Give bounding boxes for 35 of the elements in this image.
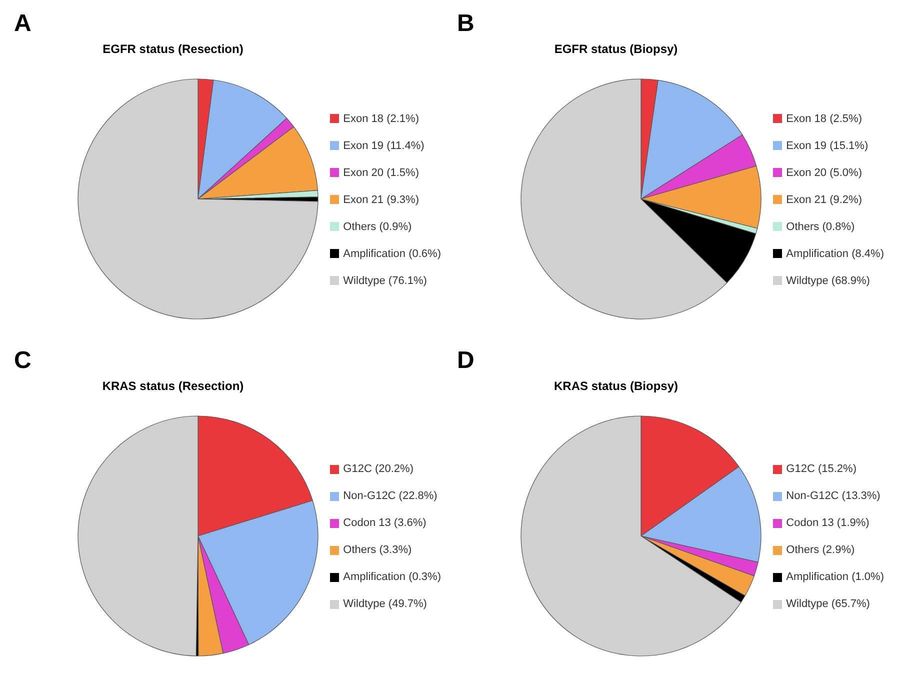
legend-label: Wildtype (49.7%)	[343, 598, 427, 610]
legend-label: G12C (15.2%)	[786, 463, 856, 475]
legend-label: G12C (20.2%)	[343, 463, 414, 475]
legend-label: Codon 13 (3.6%)	[343, 517, 426, 529]
legend-label: Wildtype (68.9%)	[786, 274, 870, 286]
legend-label: Exon 21 (9.3%)	[343, 194, 419, 206]
legend-label: Exon 18 (2.5%)	[786, 112, 862, 124]
chart-title: EGFR status (Resection)	[102, 42, 244, 56]
text: D	[457, 347, 474, 375]
legend-label: Others (2.9%)	[786, 544, 855, 556]
pie-slice	[78, 78, 318, 320]
legend-label: Amplification (0.3%)	[343, 571, 441, 583]
legend-label: Wildtype (76.1%)	[343, 274, 427, 286]
legend-label: Exon 20 (1.5%)	[343, 166, 419, 178]
text: B	[457, 10, 474, 38]
chart-title: EGFR status (Biopsy)	[553, 42, 679, 56]
legend-label: Amplification (1.0%)	[786, 571, 884, 583]
legend-label: Non-G12C (22.8%)	[343, 490, 438, 502]
legend-label: Exon 21 (9.2%)	[786, 194, 862, 206]
legend-label: Exon 20 (5.0%)	[786, 166, 862, 178]
legend-label: Exon 19 (11.4%)	[343, 140, 424, 152]
legend-label: Amplification (0.6%)	[343, 248, 441, 260]
legend-label: Others (0.9%)	[343, 220, 412, 232]
legend-label: Others (0.8%)	[786, 220, 855, 232]
legend-label: Exon 19 (15.1%)	[786, 140, 868, 152]
text: C	[14, 347, 32, 375]
chart-title: KRAS status (Biopsy)	[552, 379, 679, 393]
legend-label: Exon 18 (2.1%)	[343, 112, 419, 124]
legend-label: Codon 13 (1.9%)	[786, 517, 870, 529]
legend-label: Wildtype (65.7%)	[786, 598, 870, 610]
legend-label: Non-G12C (13.3%)	[786, 490, 880, 502]
legend-label: Amplification (8.4%)	[786, 248, 884, 260]
text: A	[14, 10, 32, 38]
chart-title: KRAS status (Resection)	[101, 379, 245, 393]
legend-label: Others (3.3%)	[343, 544, 412, 556]
